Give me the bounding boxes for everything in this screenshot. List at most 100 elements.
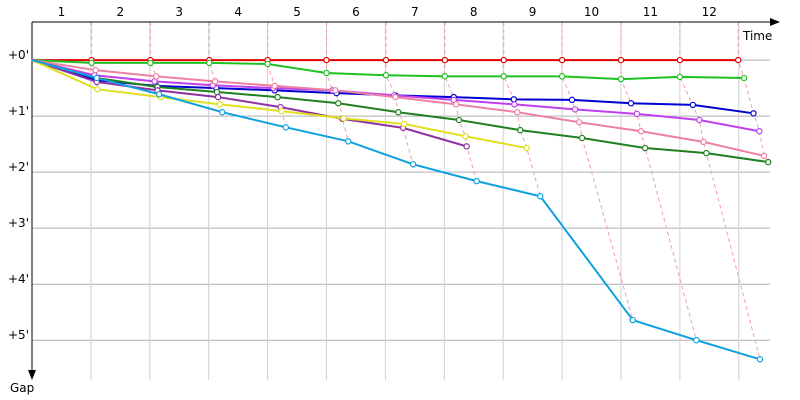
point [676,73,684,81]
point [629,316,636,324]
x-tick-label: 9 [529,5,537,19]
x-tick-label: 1 [58,5,66,19]
x-tick-label: 12 [702,5,717,19]
point [734,56,742,64]
y-axis-arrow [28,370,36,380]
y-tick-label: +3' [8,216,29,230]
point [94,86,101,93]
x-tick-label: 4 [234,5,242,19]
point [617,56,625,64]
point [274,93,281,101]
point [401,120,408,128]
point [214,93,222,101]
point [345,138,352,145]
point [510,96,517,103]
point [517,126,524,134]
y-tick-label: +1' [8,104,29,118]
y-tick-label: +2' [8,160,29,174]
point [473,177,480,185]
point [264,60,271,68]
x-tick-label: 6 [352,5,360,19]
point [568,96,576,104]
point [213,88,221,96]
point [633,110,641,118]
point [323,56,330,64]
x-axis-label: Time [742,29,772,43]
point [441,73,449,80]
point [153,73,160,80]
point [382,56,390,64]
point [452,101,460,108]
series-line [31,59,761,361]
point [575,119,583,126]
point [523,144,530,152]
point [689,101,697,109]
point [462,133,469,140]
point [278,107,285,115]
point [147,59,154,67]
y-axis-label: Gap [10,381,34,395]
y-tick-label: +5' [8,328,29,342]
lap-connector [561,22,634,321]
point [578,134,586,142]
point [441,56,449,64]
point [455,116,463,124]
point [409,161,417,168]
point [340,115,347,122]
point [323,69,330,77]
x-tick-label: 2 [117,5,125,19]
point [500,56,507,64]
series-line [31,59,467,148]
point [756,128,763,135]
point [693,337,700,344]
point [332,87,339,94]
point [156,91,163,98]
x-tick-label: 11 [643,5,658,19]
lap-connector [325,22,349,142]
point [216,101,224,108]
point [211,78,219,85]
point [617,75,625,83]
lap-connector [620,22,697,341]
x-tick-label: 8 [470,5,478,19]
x-axis-arrow [770,18,780,26]
point [395,109,402,116]
point [760,152,768,160]
point [382,72,390,79]
lap-connector [737,22,769,163]
point [750,110,757,117]
point [151,78,158,85]
lap-connector [503,22,541,197]
point [463,143,470,150]
x-tick-label: 5 [293,5,301,19]
point [571,106,579,113]
point [219,109,226,116]
point [765,158,772,166]
point [627,100,635,107]
point [703,149,710,157]
point [92,66,99,74]
point [700,138,707,146]
point [696,116,703,124]
point [271,82,278,90]
point [392,93,399,101]
lap-connector [385,22,414,165]
point [335,100,342,107]
point [676,56,684,64]
point [558,73,566,80]
x-tick-label: 3 [175,5,183,19]
y-tick-label: +4' [8,272,29,286]
point [282,124,290,131]
series-line [31,59,754,115]
point [88,59,95,67]
point [558,56,566,64]
point [514,109,521,116]
y-tick-label: +0' [8,48,29,62]
point [641,144,649,152]
lap-connector [679,22,761,360]
point [637,128,645,135]
point [511,101,518,108]
point [537,193,544,200]
x-tick-label: 7 [411,5,419,19]
